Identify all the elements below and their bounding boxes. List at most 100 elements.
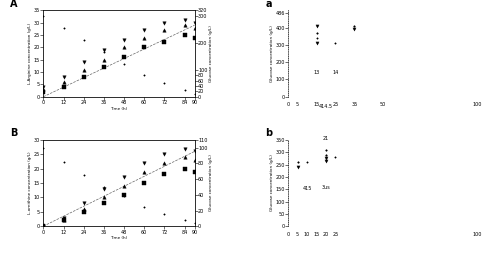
Point <box>40 85 47 89</box>
Point <box>140 45 148 49</box>
Point <box>80 210 88 214</box>
Point <box>322 153 330 157</box>
Point <box>40 90 47 94</box>
Point <box>140 170 148 174</box>
Text: a: a <box>266 0 272 9</box>
Point <box>181 167 188 171</box>
Y-axis label: Glucose concentration (g/L): Glucose concentration (g/L) <box>270 155 274 211</box>
Point <box>40 224 47 228</box>
Point <box>120 38 128 42</box>
Text: 21: 21 <box>323 136 329 141</box>
Point <box>181 155 188 159</box>
Point <box>313 23 321 28</box>
Point <box>100 58 107 62</box>
Point <box>161 161 168 165</box>
Point <box>181 146 188 151</box>
Y-axis label: L-Arginine concentration (g/L): L-Arginine concentration (g/L) <box>28 23 32 84</box>
Point <box>191 221 199 225</box>
Point <box>120 184 128 188</box>
Point <box>161 172 168 177</box>
Point <box>181 23 188 27</box>
Point <box>60 75 67 79</box>
Point <box>100 65 107 69</box>
Point <box>80 173 88 177</box>
Point <box>60 26 67 30</box>
Text: A: A <box>10 0 18 9</box>
Point <box>120 192 128 197</box>
Point <box>120 45 128 49</box>
Point <box>313 41 321 45</box>
Point <box>60 80 67 84</box>
Point <box>120 55 128 59</box>
Point <box>120 194 128 198</box>
Point <box>191 92 199 96</box>
Text: B: B <box>10 128 17 138</box>
Point <box>294 165 301 169</box>
Y-axis label: L-ornithine concentration (g/L): L-ornithine concentration (g/L) <box>28 152 32 214</box>
Point <box>60 85 67 89</box>
Point <box>40 224 47 228</box>
Point <box>100 48 107 52</box>
Point <box>80 201 88 205</box>
Point <box>40 14 47 18</box>
Point <box>80 38 88 42</box>
Point <box>161 40 168 44</box>
Point <box>100 50 107 54</box>
Text: 14: 14 <box>332 70 338 75</box>
Point <box>322 159 330 163</box>
X-axis label: Time (h): Time (h) <box>110 107 128 110</box>
Text: 415: 415 <box>302 186 312 191</box>
Point <box>140 181 148 185</box>
Point <box>161 21 168 25</box>
Point <box>80 68 88 72</box>
Point <box>60 216 67 220</box>
Point <box>60 218 67 223</box>
Point <box>100 201 107 205</box>
Point <box>191 170 199 174</box>
Text: 13: 13 <box>313 70 320 75</box>
Point <box>80 75 88 79</box>
Point <box>161 152 168 156</box>
Point <box>60 218 67 223</box>
Point <box>322 156 330 160</box>
Point <box>350 24 358 28</box>
Point <box>80 60 88 64</box>
Text: b: b <box>266 128 273 138</box>
Point <box>332 41 339 45</box>
Point <box>191 35 199 40</box>
Y-axis label: Glucose concentration (g/L): Glucose concentration (g/L) <box>209 25 213 82</box>
Point <box>140 73 148 77</box>
Text: 414.5: 414.5 <box>319 104 333 109</box>
X-axis label: Time (h): Time (h) <box>110 236 128 240</box>
Point <box>40 224 47 228</box>
Point <box>181 218 188 222</box>
Point <box>140 205 148 209</box>
Text: 3us: 3us <box>321 185 330 190</box>
Point <box>80 207 88 211</box>
Point <box>161 28 168 32</box>
Point <box>140 28 148 32</box>
Point <box>60 160 67 164</box>
Point <box>191 25 199 30</box>
Point <box>140 35 148 40</box>
Point <box>294 160 301 164</box>
Point <box>332 155 339 159</box>
Point <box>303 160 311 164</box>
Point <box>181 18 188 22</box>
Point <box>181 33 188 37</box>
Y-axis label: Glucose concentration (g/L): Glucose concentration (g/L) <box>270 25 274 82</box>
Point <box>350 27 358 31</box>
Point <box>313 36 321 40</box>
Point <box>100 195 107 199</box>
Point <box>100 185 107 189</box>
Point <box>161 212 168 217</box>
Point <box>191 158 199 162</box>
Point <box>161 81 168 85</box>
Point <box>140 161 148 165</box>
Point <box>120 62 128 66</box>
Point <box>313 31 321 35</box>
Point <box>100 187 107 191</box>
Point <box>120 175 128 179</box>
Y-axis label: Glucose concentration (g/L): Glucose concentration (g/L) <box>209 155 213 211</box>
Point <box>191 21 199 25</box>
